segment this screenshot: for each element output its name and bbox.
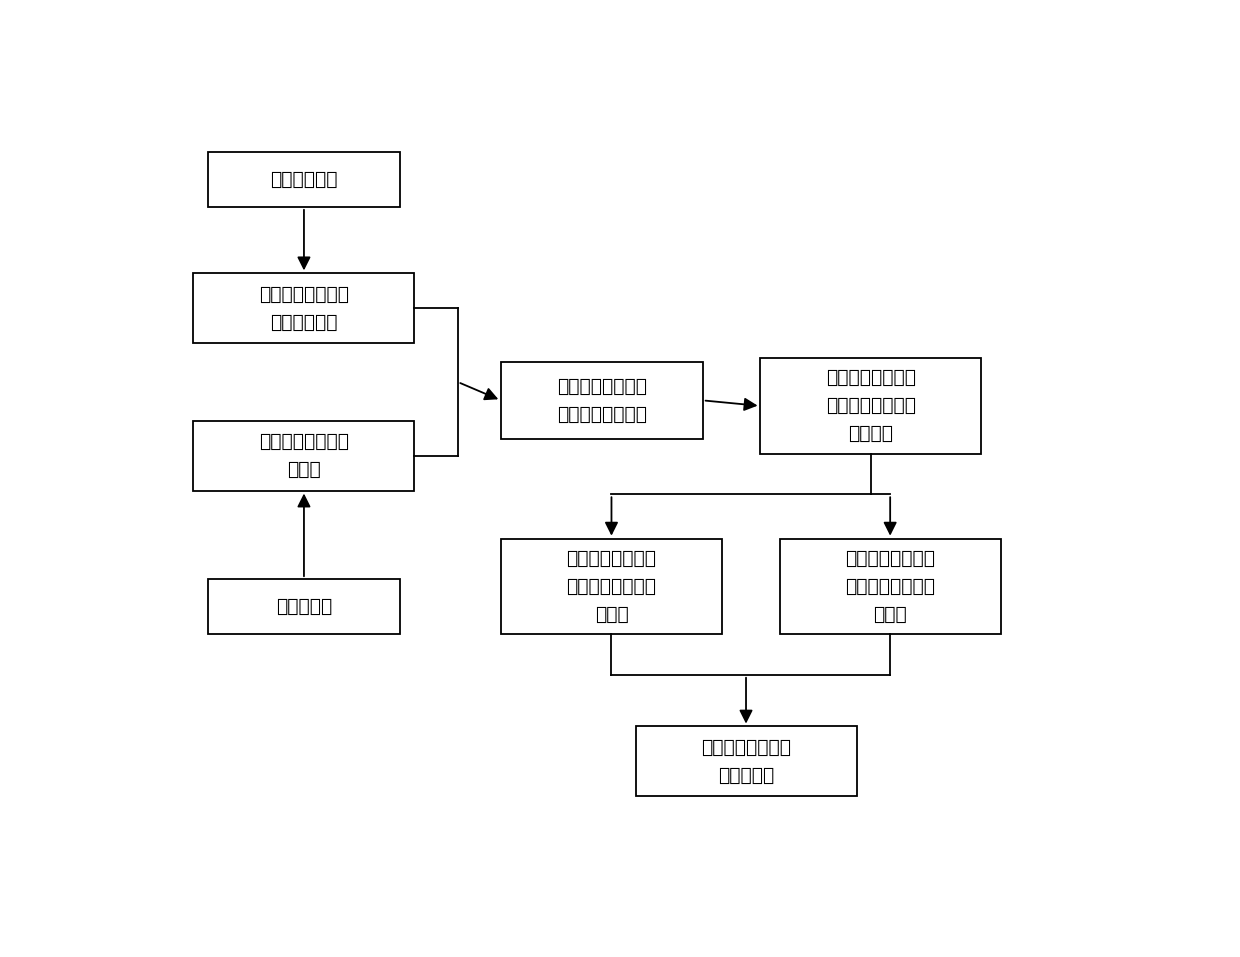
Text: 根据新能源出力大
小划分不同时段的
充电价格: 根据新能源出力大 小划分不同时段的 充电价格 bbox=[826, 368, 916, 443]
Bar bbox=[635, 726, 857, 796]
Text: 充电负荷大，影响
电网安全稳定: 充电负荷大，影响 电网安全稳定 bbox=[259, 285, 348, 332]
Bar bbox=[501, 539, 722, 634]
Text: 新能源出力大的时
段，电动汽车充电
负荷大: 新能源出力大的时 段，电动汽车充电 负荷大 bbox=[567, 549, 656, 624]
Text: 新能源出力小的时
段，电动汽车充电
负荷小: 新能源出力小的时 段，电动汽车充电 负荷小 bbox=[846, 549, 935, 624]
Bar bbox=[501, 362, 703, 439]
Bar bbox=[780, 539, 1001, 634]
Text: 联合新能源消纳对
电动汽车有序充电: 联合新能源消纳对 电动汽车有序充电 bbox=[557, 377, 647, 424]
Text: 新能源发电: 新能源发电 bbox=[275, 597, 332, 616]
Bar bbox=[208, 579, 401, 634]
Bar bbox=[193, 274, 414, 344]
Text: 电动汽车充电负荷
消纳新能源: 电动汽车充电负荷 消纳新能源 bbox=[701, 738, 791, 785]
Text: 电动汽车充电: 电动汽车充电 bbox=[270, 169, 337, 189]
Bar bbox=[760, 358, 982, 454]
Bar bbox=[193, 421, 414, 491]
Bar bbox=[208, 151, 401, 207]
Text: 出力波动大，并网
消纳难: 出力波动大，并网 消纳难 bbox=[259, 433, 348, 479]
